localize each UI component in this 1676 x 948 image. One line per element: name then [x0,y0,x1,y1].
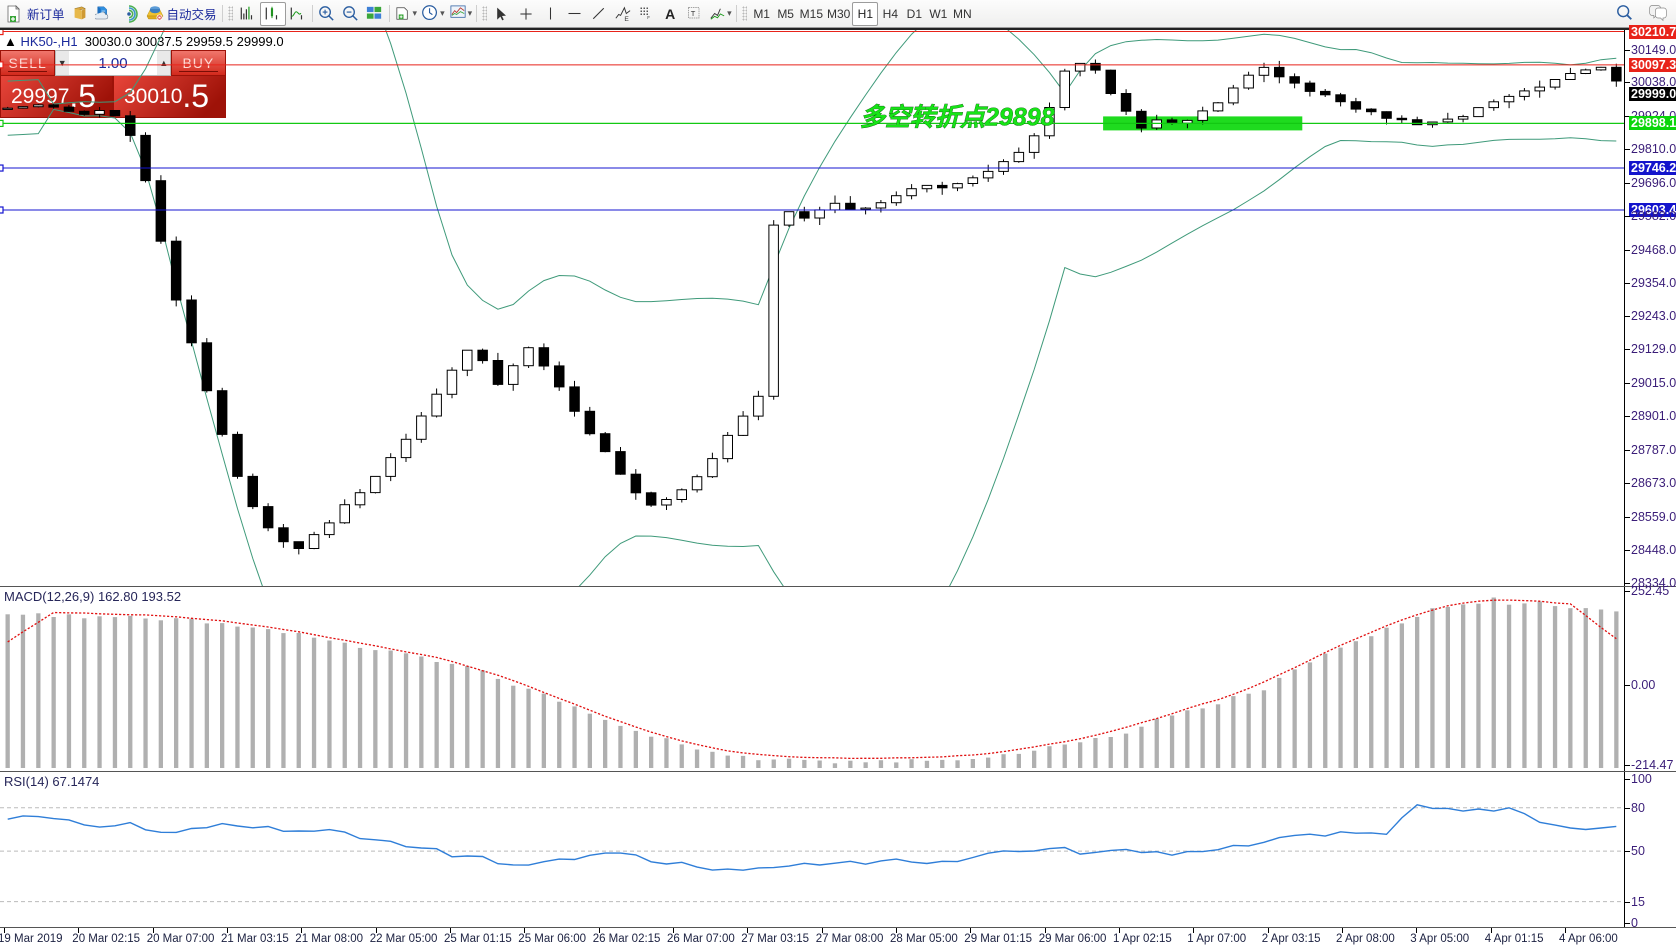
svg-text:T: T [690,9,695,18]
svg-text:E: E [624,16,629,23]
svg-text:多空转折点29898: 多空转折点29898 [860,103,1055,131]
svg-text:F: F [647,15,650,20]
